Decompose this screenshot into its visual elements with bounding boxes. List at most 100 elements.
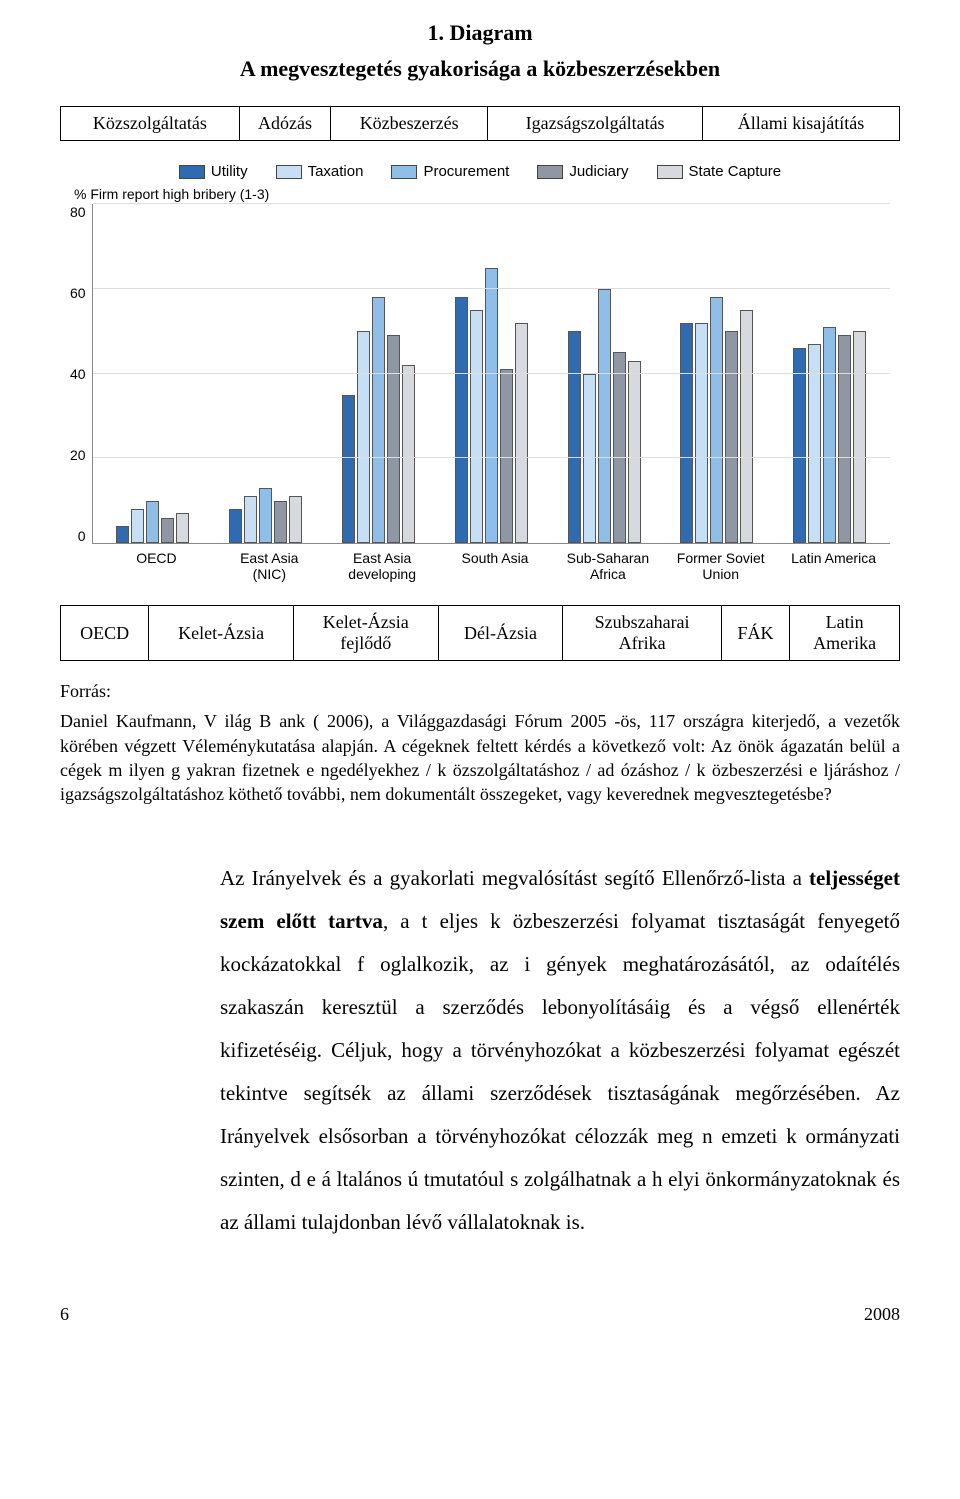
bar-group (793, 204, 866, 543)
y-tick: 40 (70, 366, 86, 382)
source-label: Forrás: (60, 679, 900, 703)
chart-caption: % Firm report high bribery (1-3) (74, 186, 890, 202)
header-cell: Adózás (239, 107, 331, 141)
bar (613, 352, 626, 543)
legend-label: Utility (211, 163, 248, 180)
gridline (93, 203, 890, 204)
header-cell: Igazságszolgáltatás (488, 107, 703, 141)
bar (274, 501, 287, 543)
regions-table: OECDKelet-ÁzsiaKelet-ÁzsiafejlődőDél-Ázs… (60, 605, 900, 661)
bar (176, 513, 189, 543)
legend-item: Judiciary (537, 163, 628, 180)
bar (740, 310, 753, 543)
source-block: Forrás: Daniel Kaufmann, V ilág B ank ( … (60, 679, 900, 806)
bar (229, 509, 242, 543)
header-cell: Állami kisajátítás (703, 107, 900, 141)
bar (244, 496, 257, 543)
bar (710, 297, 723, 543)
x-tick: Latin America (777, 550, 890, 582)
x-tick: East Asiadeveloping (326, 550, 439, 582)
bar (259, 488, 272, 543)
legend-label: Procurement (423, 163, 509, 180)
bar (568, 331, 581, 543)
legend-swatch (657, 165, 683, 179)
bar (583, 374, 596, 544)
legend-swatch (537, 165, 563, 179)
region-cell: OECD (61, 606, 149, 661)
bar (695, 323, 708, 543)
legend-item: State Capture (657, 163, 782, 180)
bar (387, 335, 400, 543)
page-year: 2008 (864, 1304, 900, 1325)
bar (838, 335, 851, 543)
header-cell: Közszolgáltatás (61, 107, 240, 141)
legend-item: Utility (179, 163, 248, 180)
bar (680, 323, 693, 543)
bar-group (229, 204, 302, 543)
y-tick: 20 (70, 447, 86, 463)
source-text: Daniel Kaufmann, V ilág B ank ( 2006), a… (60, 709, 900, 806)
body-paragraph: Az Irányelvek és a gyakorlati megvalósít… (220, 857, 900, 1244)
bar (342, 395, 355, 543)
region-cell: SzubszaharaiAfrika (563, 606, 721, 661)
region-cell: Kelet-Ázsiafejlődő (293, 606, 438, 661)
bar (500, 369, 513, 543)
bar-group (455, 204, 528, 543)
x-tick: Former SovietUnion (664, 550, 777, 582)
page-footer: 6 2008 (60, 1304, 900, 1325)
bar (402, 365, 415, 543)
bar (793, 348, 806, 543)
bar (357, 331, 370, 543)
bar (161, 518, 174, 543)
legend-swatch (179, 165, 205, 179)
legend-label: Taxation (308, 163, 364, 180)
bar (628, 361, 641, 543)
bar (372, 297, 385, 543)
bar (146, 501, 159, 543)
bar-chart: Utility Taxation Procurement Judiciary State… (60, 153, 900, 587)
legend-swatch (391, 165, 417, 179)
region-cell: Kelet-Ázsia (149, 606, 294, 661)
y-tick: 0 (70, 528, 86, 544)
gridline (93, 373, 890, 374)
bar (455, 297, 468, 543)
y-tick: 60 (70, 285, 86, 301)
header-table: KözszolgáltatásAdózásKözbeszerzésIgazság… (60, 106, 900, 141)
bar (289, 496, 302, 543)
bar-group (342, 204, 415, 543)
chart-legend: Utility Taxation Procurement Judiciary State… (70, 163, 890, 180)
bar-group (680, 204, 753, 543)
legend-item: Taxation (276, 163, 364, 180)
x-tick: OECD (100, 550, 213, 582)
body-bold: teljességet szem előtt tartva (220, 866, 900, 933)
legend-label: Judiciary (569, 163, 628, 180)
x-tick: East Asia(NIC) (213, 550, 326, 582)
bar (853, 331, 866, 543)
bar (131, 509, 144, 543)
chart-y-axis: 80 60 40 20 0 (70, 204, 92, 544)
legend-swatch (276, 165, 302, 179)
bar-group (568, 204, 641, 543)
bar (485, 268, 498, 543)
region-cell: Dél-Ázsia (438, 606, 563, 661)
page-number: 6 (60, 1304, 69, 1325)
bar (515, 323, 528, 543)
bar (808, 344, 821, 543)
bar (725, 331, 738, 543)
x-tick: South Asia (439, 550, 552, 582)
diagram-number: 1. Diagram (60, 20, 900, 46)
bar (598, 289, 611, 543)
bar (116, 526, 129, 543)
gridline (93, 288, 890, 289)
legend-item: Procurement (391, 163, 509, 180)
bar-group (116, 204, 189, 543)
region-cell: FÁK (721, 606, 790, 661)
y-tick: 80 (70, 204, 86, 220)
bar (823, 327, 836, 543)
legend-label: State Capture (689, 163, 782, 180)
chart-plot-area (92, 204, 890, 544)
chart-x-axis: OECDEast Asia(NIC)East AsiadevelopingSou… (70, 550, 890, 582)
diagram-title: A megvesztegetés gyakorisága a közbeszer… (60, 56, 900, 82)
region-cell: LatinAmerika (790, 606, 900, 661)
bar (470, 310, 483, 543)
